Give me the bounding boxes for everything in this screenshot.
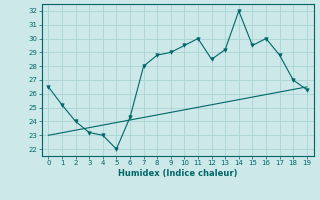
X-axis label: Humidex (Indice chaleur): Humidex (Indice chaleur) [118,169,237,178]
